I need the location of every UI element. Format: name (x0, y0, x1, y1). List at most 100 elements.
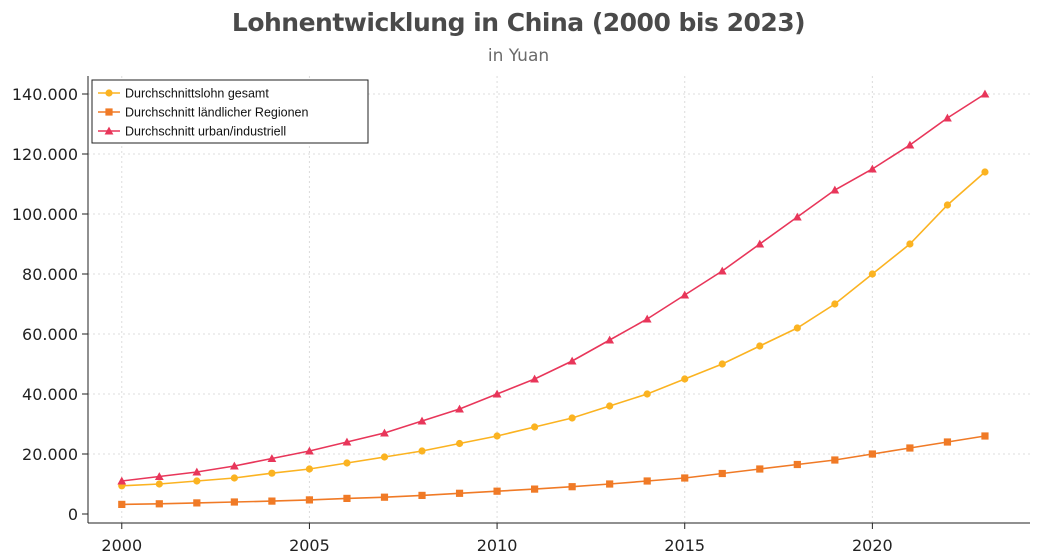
data-point (530, 374, 540, 383)
data-point (380, 493, 389, 501)
series-line (121, 93, 986, 482)
data-point (493, 432, 501, 440)
data-point (305, 496, 314, 504)
data-point (192, 467, 202, 476)
legend-swatch-marker (105, 89, 113, 97)
data-point (531, 423, 539, 431)
data-point (343, 494, 351, 502)
data-point (154, 472, 164, 481)
chart-subtitle: in Yuan (487, 46, 550, 66)
x-tick-label: 2020 (852, 536, 893, 555)
data-point (681, 375, 689, 383)
y-tick-label: 140.000 (12, 85, 78, 104)
x-tick-label: 2005 (289, 536, 330, 555)
x-tick-label: 2010 (477, 536, 518, 555)
data-point (943, 438, 952, 446)
data-point (568, 414, 576, 422)
y-tick-label: 40.000 (22, 385, 78, 404)
data-point (830, 185, 840, 194)
data-point (643, 477, 651, 485)
chart-title: Lohnentwicklung in China (2000 bis 2023) (231, 8, 806, 37)
data-point (867, 164, 877, 173)
data-point (492, 389, 502, 398)
y-tick-label: 0 (68, 505, 78, 524)
legend: Durchschnittslohn gesamt Durchschnitt län… (91, 79, 369, 144)
series-lines (117, 89, 990, 508)
data-point (418, 447, 426, 455)
data-point (305, 465, 314, 473)
x-tick-label: 2000 (101, 536, 142, 555)
data-point (831, 456, 839, 464)
series-square (118, 432, 989, 508)
data-point (756, 465, 764, 473)
data-point (831, 300, 839, 308)
data-point (455, 439, 464, 448)
data-point (193, 477, 201, 485)
data-point (756, 342, 764, 350)
data-point (229, 461, 239, 470)
data-point (980, 89, 990, 98)
data-point (567, 356, 577, 365)
y-tick-label: 20.000 (22, 445, 78, 464)
data-point (868, 450, 876, 458)
data-point (380, 453, 389, 461)
series-line (121, 435, 986, 506)
data-point (531, 485, 539, 493)
data-point (267, 454, 277, 463)
data-point (568, 483, 576, 491)
y-tick-label: 80.000 (22, 265, 78, 284)
data-point (981, 432, 989, 440)
data-point (230, 474, 238, 482)
series-triangle (117, 89, 990, 485)
y-tick-label: 120.000 (12, 145, 78, 164)
data-point (455, 404, 464, 413)
legend-entry: Durchschnittslohn gesamt (125, 87, 269, 101)
data-point (418, 491, 426, 499)
data-point (380, 428, 389, 437)
data-point (906, 240, 914, 248)
data-point (268, 497, 276, 505)
data-point (793, 324, 801, 332)
data-point (605, 335, 615, 344)
legend-box (91, 79, 369, 144)
data-point (342, 437, 352, 446)
data-point (792, 212, 802, 221)
data-point (606, 480, 614, 488)
data-point (643, 390, 651, 398)
data-point (642, 314, 652, 323)
data-point (417, 416, 427, 425)
tick-labels: 0 20.000 40.000 60.000 80.000 100.000 120.000 1… (12, 85, 893, 555)
legend-entry: Durchschnitt ländlicher Regionen (125, 106, 308, 120)
data-point (606, 402, 614, 410)
data-point (868, 270, 876, 278)
data-point (193, 499, 201, 507)
data-point (305, 446, 314, 455)
data-point (755, 239, 765, 248)
data-point (118, 500, 126, 508)
data-point (717, 266, 727, 275)
data-point (906, 444, 914, 452)
data-point (718, 360, 726, 368)
data-point (681, 474, 689, 482)
data-point (155, 480, 163, 488)
data-point (943, 113, 952, 122)
y-tick-label: 60.000 (22, 325, 78, 344)
data-point (981, 168, 989, 176)
series-line (121, 171, 986, 487)
data-point (455, 489, 464, 497)
data-point (493, 487, 501, 495)
legend-entry: Durchschnitt urban/industriell (125, 125, 286, 139)
data-point (905, 140, 915, 149)
data-point (155, 500, 163, 508)
data-point (793, 460, 801, 469)
legend-swatch-marker (105, 108, 113, 116)
axes (82, 76, 1030, 529)
legend-swatch-marker (104, 126, 114, 135)
x-tick-label: 2015 (664, 536, 705, 555)
data-point (117, 476, 127, 485)
data-point (943, 201, 952, 209)
series-circle (118, 168, 989, 490)
data-point (343, 459, 351, 467)
data-point (718, 469, 726, 478)
